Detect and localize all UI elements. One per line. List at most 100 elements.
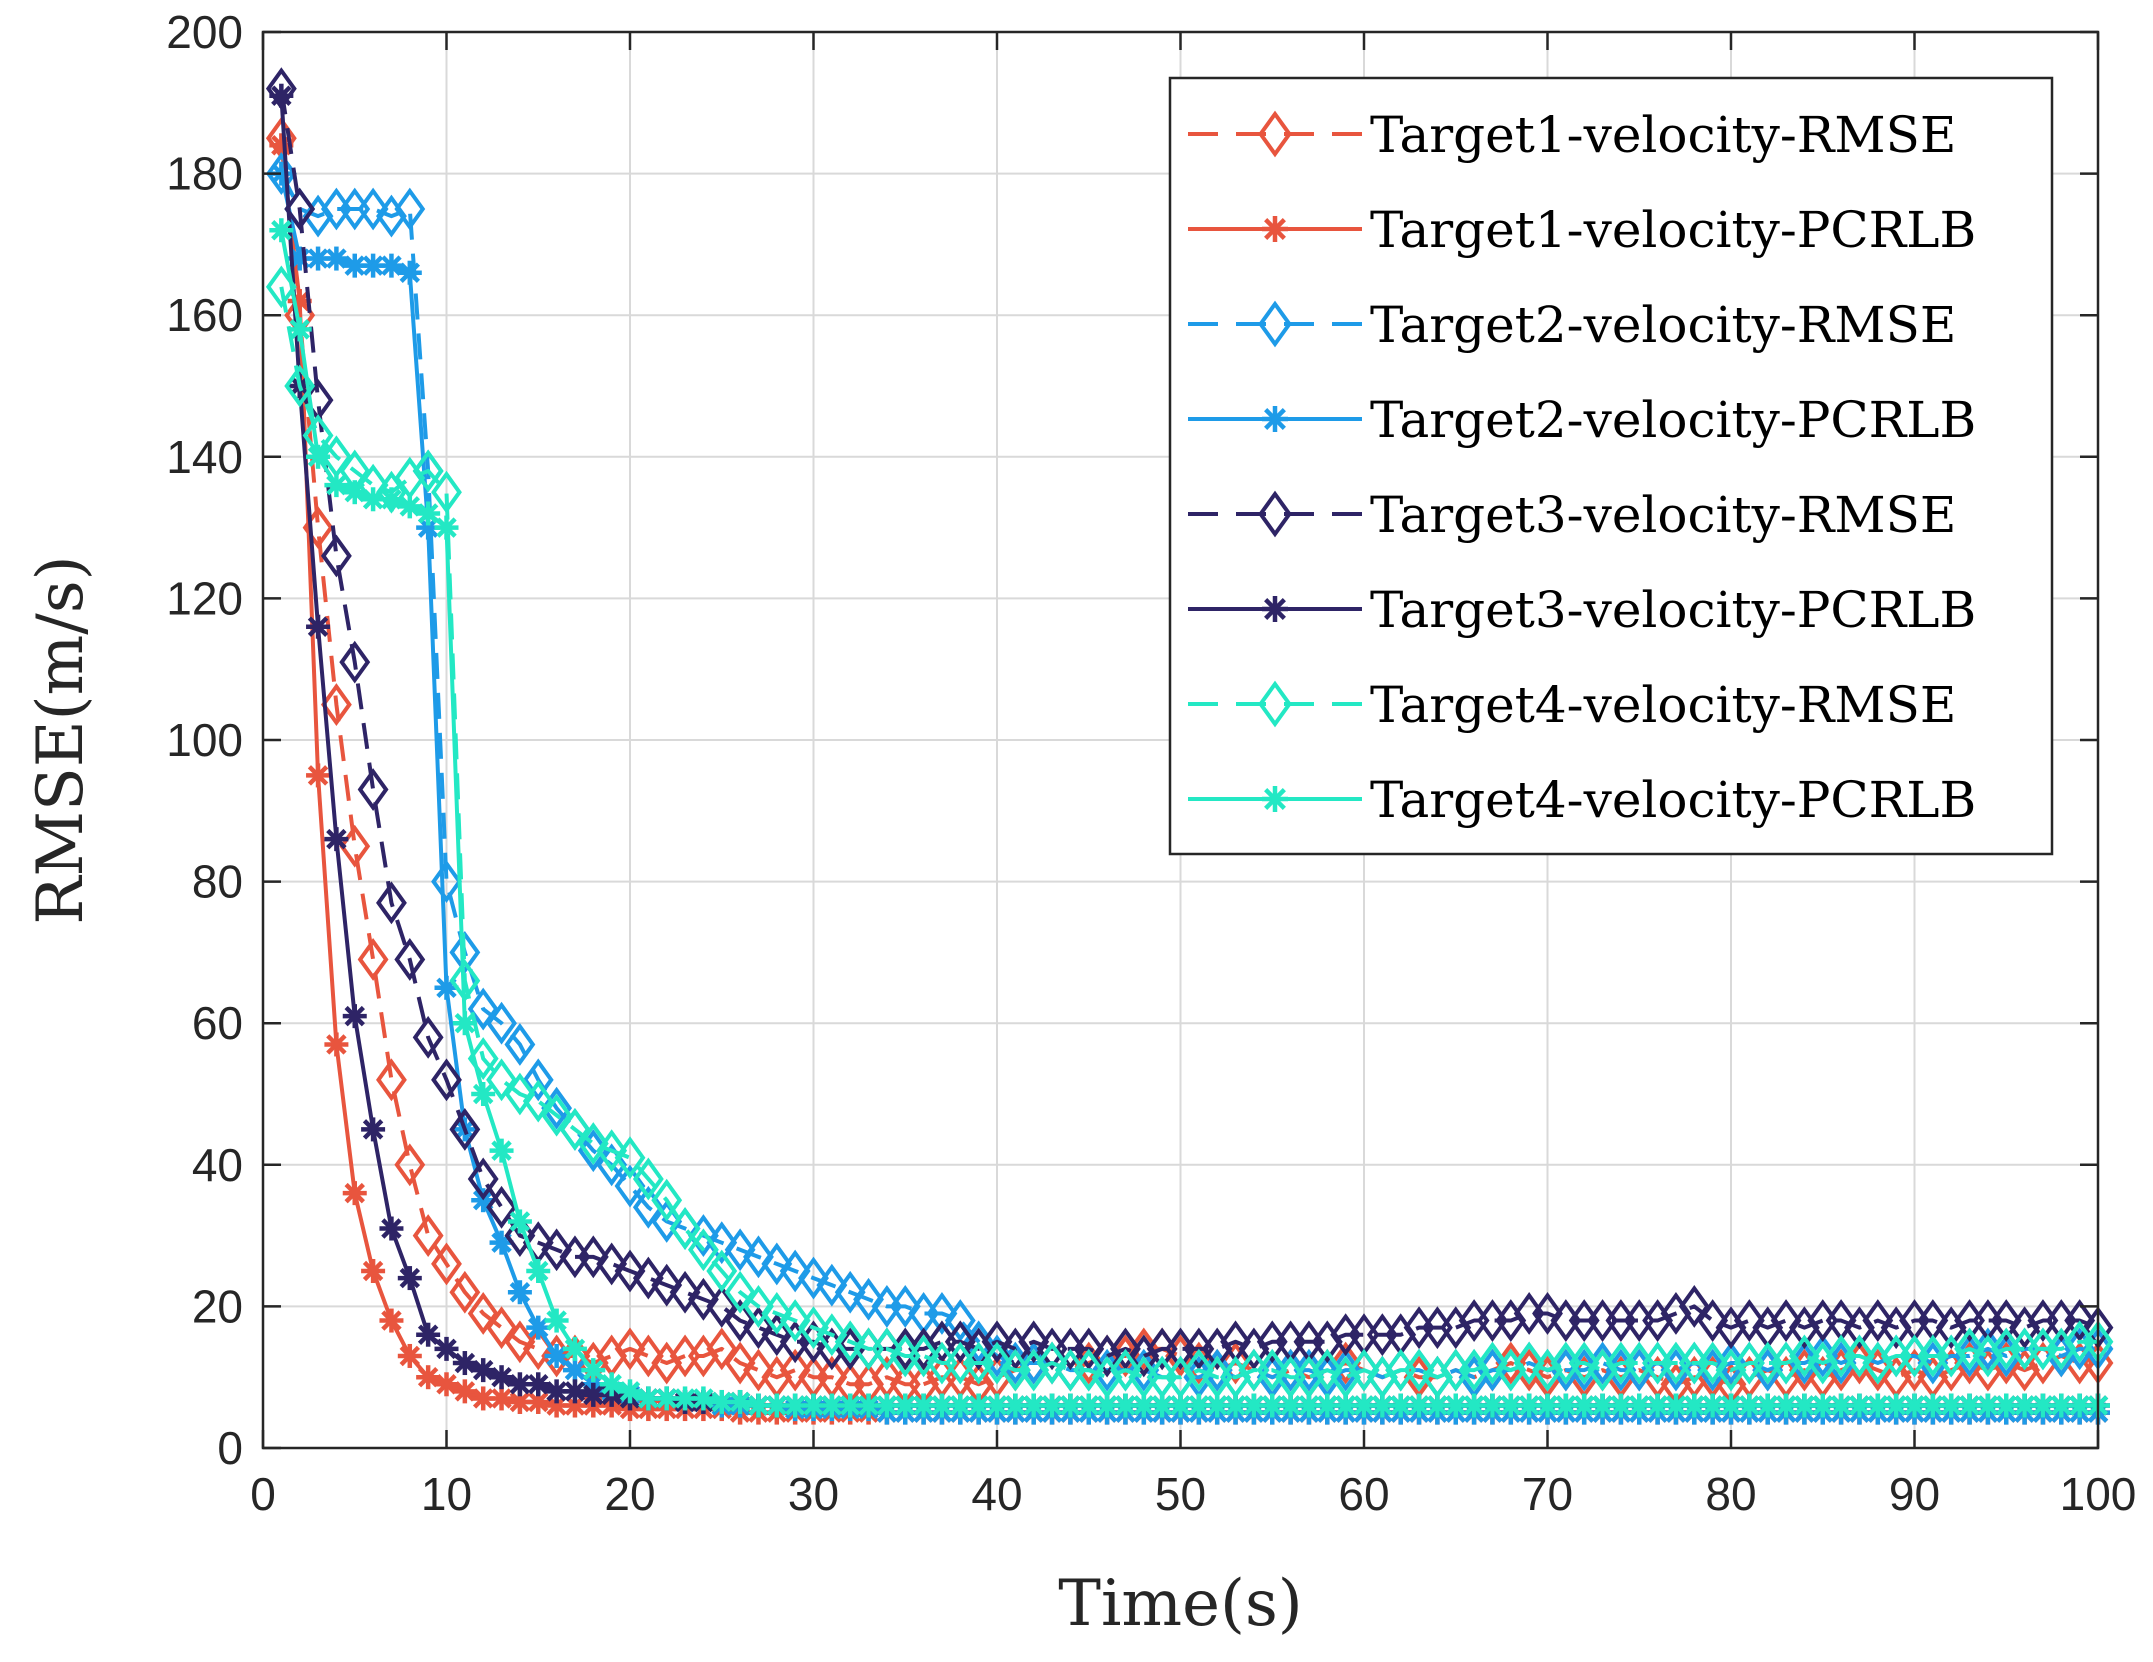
asterisk-marker bbox=[471, 1386, 496, 1411]
diamond-marker bbox=[1807, 1341, 1839, 1385]
asterisk-marker bbox=[691, 1386, 716, 1411]
diamond-marker bbox=[431, 470, 462, 514]
diamond-marker bbox=[687, 1334, 719, 1378]
asterisk-marker bbox=[581, 1382, 606, 1407]
diamond-marker bbox=[412, 449, 444, 493]
diamond-marker bbox=[1532, 1348, 1563, 1392]
diamond-marker bbox=[761, 1313, 793, 1357]
diamond-marker bbox=[1110, 1327, 1141, 1371]
diamond-marker bbox=[449, 1107, 481, 1151]
diamond-marker bbox=[1495, 1299, 1527, 1342]
asterisk-marker bbox=[361, 1117, 386, 1142]
diamond-marker bbox=[1770, 1341, 1802, 1385]
diamond-marker bbox=[908, 1334, 940, 1378]
diamond-marker bbox=[1935, 1306, 1967, 1350]
diamond-marker bbox=[834, 1320, 866, 1364]
series-Target4-velocity-PCRLB bbox=[269, 218, 2110, 1418]
diamond-marker bbox=[486, 1306, 517, 1350]
diamond-marker bbox=[1935, 1334, 1967, 1378]
diamond-marker bbox=[1697, 1341, 1729, 1385]
legend-entry: Target2-velocity-RMSE bbox=[1188, 296, 1956, 354]
diamond-marker bbox=[1201, 1327, 1233, 1371]
diamond-marker bbox=[1258, 110, 1292, 158]
diamond-marker bbox=[1660, 1292, 1692, 1335]
asterisk-marker bbox=[452, 1379, 477, 1404]
diamond-marker bbox=[743, 1306, 774, 1350]
diamond-marker bbox=[816, 1263, 848, 1307]
diamond-marker bbox=[632, 1185, 664, 1229]
asterisk-marker bbox=[581, 1358, 606, 1383]
diamond-marker bbox=[1788, 1306, 1820, 1350]
y-tick-label: 20 bbox=[192, 1280, 243, 1332]
diamond-marker bbox=[816, 1313, 848, 1357]
x-tick-label: 0 bbox=[250, 1468, 276, 1520]
diamond-marker bbox=[320, 534, 352, 578]
y-tick-label: 180 bbox=[166, 148, 243, 200]
legend: Target1-velocity-RMSE Target1-velocity-PC… bbox=[1168, 76, 2054, 856]
diamond-marker bbox=[2009, 1348, 2041, 1392]
x-tick-label: 80 bbox=[1705, 1468, 1756, 1520]
diamond-marker bbox=[743, 1348, 774, 1392]
diamond-marker bbox=[1770, 1299, 1802, 1342]
diamond-marker bbox=[357, 187, 389, 231]
diamond-marker bbox=[449, 1270, 481, 1314]
diamond-marker bbox=[798, 1256, 829, 1300]
diamond-marker bbox=[981, 1341, 1013, 1385]
legend-entry: Target2-velocity-PCRLB bbox=[1188, 391, 1976, 449]
legend-label: Target3-velocity-PCRLB bbox=[1370, 581, 1976, 639]
y-tick-label: 40 bbox=[192, 1139, 243, 1191]
diamond-marker bbox=[1513, 1341, 1545, 1385]
diamond-marker bbox=[1642, 1299, 1674, 1342]
diamond-marker bbox=[577, 1122, 609, 1165]
diamond-marker bbox=[1880, 1306, 1912, 1350]
diamond-marker bbox=[504, 1072, 536, 1116]
y-tick-label: 80 bbox=[192, 856, 243, 908]
diamond-marker bbox=[1477, 1341, 1508, 1385]
diamond-marker bbox=[1568, 1341, 1600, 1385]
diamond-marker bbox=[376, 194, 407, 238]
diamond-marker bbox=[632, 1256, 664, 1300]
asterisk-marker bbox=[544, 1379, 569, 1404]
diamond-marker bbox=[706, 1221, 738, 1265]
y-tick-label: 100 bbox=[166, 714, 243, 766]
diamond-marker bbox=[779, 1249, 811, 1293]
diamond-marker bbox=[357, 938, 389, 981]
asterisk-marker bbox=[324, 246, 349, 271]
x-tick-label: 40 bbox=[971, 1468, 1022, 1520]
series-layer bbox=[265, 67, 2114, 1425]
diamond-marker bbox=[798, 1306, 829, 1350]
asterisk-marker bbox=[783, 1393, 808, 1418]
diamond-marker bbox=[1715, 1306, 1747, 1350]
diamond-marker bbox=[724, 1270, 756, 1314]
diamond-marker bbox=[1862, 1341, 1894, 1385]
asterisk-marker bbox=[269, 218, 294, 243]
legend-entry: Target1-velocity-RMSE bbox=[1188, 106, 1956, 164]
asterisk-marker bbox=[489, 1230, 514, 1255]
asterisk-marker bbox=[599, 1372, 624, 1397]
asterisk-marker bbox=[1407, 1393, 1432, 1418]
series-Target3-velocity-RMSE bbox=[265, 67, 2114, 1378]
diamond-marker bbox=[1844, 1306, 1875, 1350]
diamond-marker bbox=[1073, 1327, 1105, 1371]
diamond-marker bbox=[486, 1058, 517, 1102]
asterisk-marker bbox=[2067, 1393, 2092, 1418]
diamond-marker bbox=[1183, 1348, 1215, 1392]
diamond-marker bbox=[302, 194, 334, 238]
asterisk-marker bbox=[1021, 1393, 1046, 1418]
legend-label: Target3-velocity-RMSE bbox=[1370, 486, 1956, 544]
asterisk-marker bbox=[342, 1004, 367, 1029]
axes: 0 10 20 30 40 50 60 70 80 90 100 0 20 40 60 80 100 120 140… bbox=[166, 6, 2136, 1520]
asterisk-marker bbox=[416, 1322, 441, 1347]
diamond-marker bbox=[1110, 1348, 1141, 1392]
diamond-marker bbox=[1990, 1299, 2022, 1342]
asterisk-marker bbox=[1260, 1393, 1285, 1418]
asterisk-marker bbox=[1663, 1393, 1688, 1418]
diamond-marker bbox=[889, 1284, 921, 1328]
diamond-marker bbox=[394, 938, 426, 981]
y-tick-label: 140 bbox=[166, 431, 243, 483]
asterisk-marker bbox=[397, 260, 422, 285]
asterisk-marker bbox=[562, 1379, 587, 1404]
diamond-marker bbox=[724, 1228, 756, 1272]
asterisk-marker bbox=[287, 317, 312, 342]
diamond-marker bbox=[339, 640, 371, 684]
